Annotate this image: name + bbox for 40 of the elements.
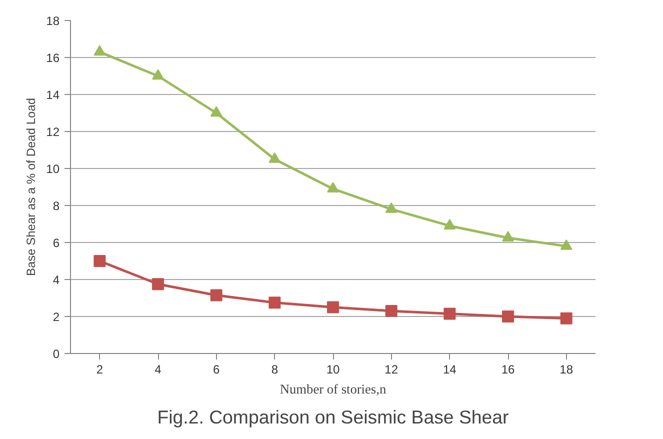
text: Fig.2. Comparison on Seismic Base Shear: [157, 406, 509, 428]
x-tick-label: 6: [212, 362, 220, 376]
y-tick-label: 14: [46, 88, 60, 102]
y-tick-label: 16: [46, 51, 60, 65]
point: [94, 45, 106, 56]
y-tick-label: 10: [46, 162, 60, 176]
x-tick-label: 8: [271, 362, 278, 376]
x-tick-label: 18: [560, 362, 574, 376]
x-axis-title: Number of stories,n: [280, 382, 386, 396]
point: [502, 310, 514, 322]
y-axis-title: Base Shear as a % of Dead Load: [24, 98, 38, 276]
point: [210, 289, 222, 302]
x-tick-label: 4: [154, 362, 162, 376]
x-tick-label: 10: [326, 362, 340, 376]
x-tick-label: 12: [384, 362, 398, 376]
y-tick-label: 6: [52, 236, 60, 250]
point: [444, 308, 456, 320]
point: [327, 301, 339, 314]
point: [327, 182, 339, 193]
point: [94, 255, 106, 267]
y-tick-label: 0: [52, 347, 60, 361]
point: [385, 304, 398, 317]
point: [152, 69, 164, 80]
x-tick-label: 16: [501, 362, 515, 376]
x-tick-label: 14: [442, 362, 457, 376]
point: [268, 152, 281, 163]
point: [502, 231, 514, 242]
y-tick-label: 4: [52, 273, 60, 287]
y-tick-label: 8: [52, 199, 60, 213]
point: [152, 278, 164, 290]
point: [268, 296, 281, 309]
point: [560, 312, 572, 324]
point: [560, 239, 572, 250]
y-tick-label: 18: [46, 14, 60, 28]
point: [444, 219, 456, 230]
y-tick-label: 2: [52, 310, 60, 324]
y-tick-label: 12: [46, 125, 60, 139]
point: [210, 106, 222, 117]
x-tick-label: 2: [96, 362, 104, 376]
point: [385, 202, 398, 213]
